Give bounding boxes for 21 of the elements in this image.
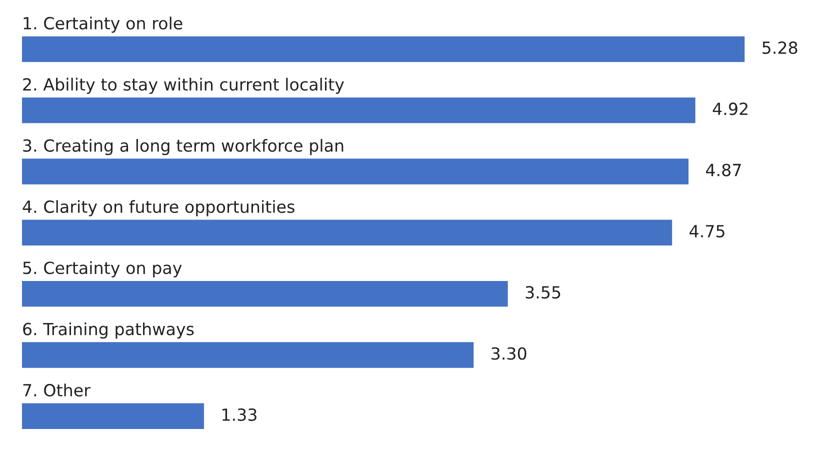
data-label: 5.28 (762, 41, 798, 54)
bar (22, 97, 696, 124)
data-label: 4.87 (706, 164, 741, 176)
bar (22, 403, 204, 429)
data-label: 4.75 (690, 225, 724, 238)
y-tick-label: 1. Certainty on role (24, 16, 182, 33)
data-label: 1.33 (222, 408, 256, 421)
y-tick-label: 6. Training pathways (23, 322, 194, 339)
y-tick-label: 3. Creating a long term workforce plan (23, 138, 344, 156)
y-tick-label: 2. Ability to stay within current locality (23, 78, 344, 94)
y-tick-label: 7. Other (23, 384, 90, 397)
bar (22, 36, 745, 62)
bar (22, 280, 508, 307)
y-tick-label: 5. Certainty on pay (23, 261, 182, 278)
data-label: 3.55 (526, 286, 560, 299)
data-label: 3.30 (492, 347, 526, 360)
bar (22, 342, 474, 368)
y-tick-label: 4. Clarity on future opportunities (22, 200, 294, 216)
bar (22, 158, 688, 184)
bar (22, 220, 672, 246)
data-label: 4.92 (712, 102, 748, 116)
